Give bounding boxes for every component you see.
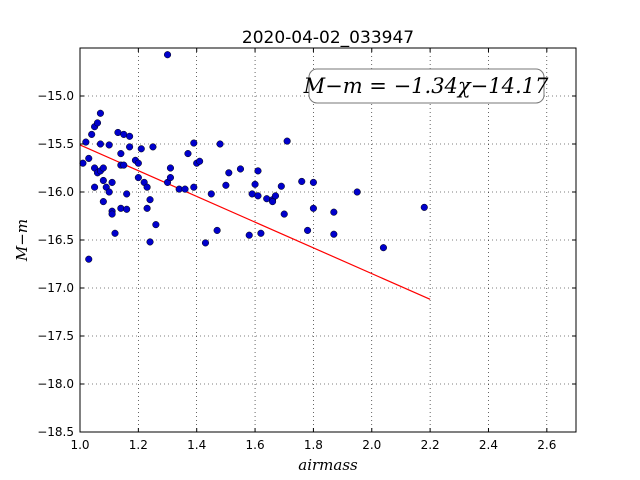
y-tick-label: −15.0 <box>37 89 74 103</box>
y-tick-label: −15.5 <box>37 137 74 151</box>
data-point <box>108 210 116 218</box>
data-point <box>304 226 312 234</box>
data-point <box>88 130 96 138</box>
data-point <box>146 238 154 246</box>
data-point <box>137 145 145 153</box>
data-point <box>190 139 198 147</box>
data-point <box>99 198 107 206</box>
data-point <box>236 165 245 173</box>
data-point <box>123 190 131 198</box>
equation-box <box>308 68 545 104</box>
data-point <box>126 132 134 140</box>
y-tick-label: −17.5 <box>37 329 74 343</box>
data-point <box>93 119 102 127</box>
data-point <box>111 229 119 237</box>
data-point <box>216 140 224 148</box>
x-tick-label: 2.4 <box>479 438 498 452</box>
data-point <box>254 192 262 200</box>
data-point <box>225 169 233 177</box>
x-tick-label: 2.0 <box>362 438 381 452</box>
x-tick-label: 2.2 <box>421 438 440 452</box>
y-tick-label: −16.0 <box>37 185 74 199</box>
data-point <box>254 167 262 175</box>
chart-title: 2020-04-02_033947 <box>242 28 414 48</box>
data-point <box>120 161 128 169</box>
data-point <box>143 204 151 212</box>
fit-line <box>79 144 431 300</box>
data-point <box>201 239 210 247</box>
equation-annotation: M−m = −1.34χ−14.17 <box>303 68 549 104</box>
data-point <box>420 203 428 211</box>
data-point <box>245 231 253 239</box>
data-point <box>91 183 99 191</box>
data-point <box>108 178 116 186</box>
data-point <box>269 198 277 206</box>
data-point <box>143 183 151 191</box>
data-point <box>181 185 189 193</box>
data-point <box>190 183 198 191</box>
data-point <box>152 221 160 229</box>
data-point <box>330 230 338 238</box>
data-point <box>163 51 172 59</box>
x-tick-label: 1.0 <box>70 438 89 452</box>
data-point <box>134 159 142 167</box>
data-point <box>257 229 265 237</box>
data-point <box>280 210 288 218</box>
data-point <box>85 255 93 263</box>
fit-line-group <box>79 144 431 300</box>
data-point <box>96 140 104 148</box>
x-tick-label: 1.6 <box>246 438 265 452</box>
x-tick-labels: 1.0 1.2 1.4 1.6 1.8 2.0 2.2 2.4 2.6 <box>70 438 556 452</box>
data-point <box>99 164 107 172</box>
data-point <box>277 182 285 190</box>
data-point <box>105 141 113 149</box>
y-tick-label: −17.0 <box>37 281 74 295</box>
data-point <box>353 188 361 196</box>
data-point <box>330 208 338 216</box>
data-point <box>166 174 174 182</box>
data-point <box>207 190 215 198</box>
data-point <box>222 181 230 189</box>
data-point <box>117 204 125 212</box>
data-point <box>298 177 306 185</box>
y-tick-label: −18.5 <box>37 425 74 439</box>
y-tick-label: −16.5 <box>37 233 74 247</box>
data-point <box>309 204 317 212</box>
data-point <box>213 226 221 234</box>
x-axis-label: airmass <box>298 456 358 474</box>
data-point <box>146 196 154 204</box>
data-point <box>166 164 174 172</box>
data-point <box>251 180 259 188</box>
data-point <box>184 150 192 158</box>
data-point <box>271 192 280 200</box>
data-point <box>379 244 387 252</box>
x-tick-label: 1.8 <box>304 438 323 452</box>
data-point <box>134 174 142 182</box>
data-point <box>196 157 204 165</box>
x-tick-label: 1.4 <box>187 438 206 452</box>
x-tick-label: 2.6 <box>537 438 556 452</box>
data-point <box>126 143 134 151</box>
axis-ticks <box>79 48 576 433</box>
data-point <box>105 188 113 196</box>
data-points <box>79 51 428 263</box>
x-tick-label: 1.2 <box>129 438 148 452</box>
data-point <box>309 178 317 186</box>
data-point <box>117 150 125 158</box>
y-tick-label: −18.0 <box>37 377 74 391</box>
data-point <box>99 176 107 185</box>
y-axis-label: M−m <box>13 219 31 262</box>
data-point <box>82 138 90 146</box>
data-point <box>149 143 157 151</box>
data-point <box>96 109 104 117</box>
data-point <box>123 205 131 213</box>
y-tick-labels: −15.0 −15.5 −16.0 −16.5 −17.0 −17.5 −18.0 −18.5 <box>37 89 74 439</box>
data-point <box>283 137 291 145</box>
data-point <box>79 159 87 167</box>
data-point <box>263 195 271 203</box>
data-point <box>85 154 93 162</box>
equation-text: M−m = −1.34χ−14.17 <box>303 74 549 98</box>
